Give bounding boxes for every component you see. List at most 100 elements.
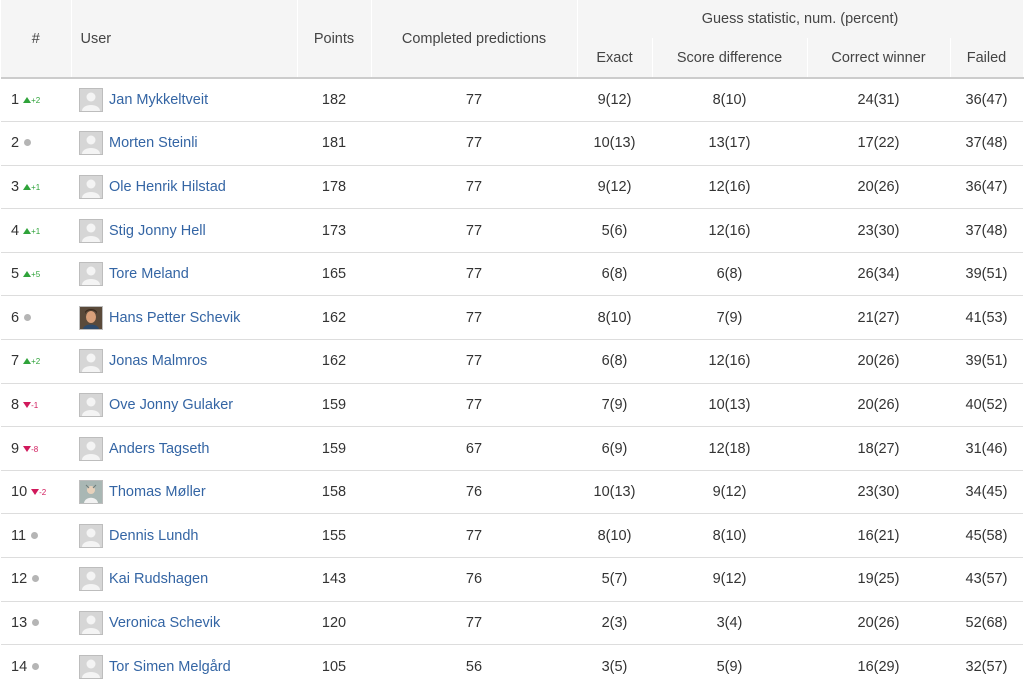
failed-cell: 41(53) — [950, 295, 1023, 340]
exact-cell: 6(8) — [577, 251, 652, 296]
table-row: 2 Morten Steinli 181 77 10(13) 13(17) 17(22) 37… — [1, 121, 1023, 166]
score-difference-cell: 9(12) — [652, 469, 807, 514]
user-link[interactable]: Morten Steinli — [109, 135, 198, 152]
user-link[interactable]: Tore Meland — [109, 266, 189, 283]
failed-cell: 37(48) — [950, 208, 1023, 253]
header-correct-winner[interactable]: Correct winner — [807, 38, 951, 78]
no-change-icon — [32, 618, 40, 626]
completed-cell: 77 — [371, 164, 577, 209]
user-link[interactable]: Thomas Møller — [109, 484, 206, 501]
avatar[interactable] — [79, 436, 103, 461]
rank-cell: 1 +2 — [1, 77, 71, 122]
correct-winner-cell: 19(25) — [807, 557, 950, 602]
correct-winner-cell: 23(30) — [807, 469, 950, 514]
trend-up-icon — [23, 227, 32, 234]
header-completed-predictions[interactable]: Completed predictions — [371, 0, 578, 78]
failed-cell: 39(51) — [950, 251, 1023, 296]
user-cell: Anders Tagseth — [71, 426, 297, 471]
user-link[interactable]: Veronica Schevik — [109, 614, 221, 631]
completed-cell: 76 — [371, 469, 577, 514]
avatar[interactable] — [79, 174, 103, 199]
user-link[interactable]: Hans Petter Schevik — [109, 309, 241, 326]
completed-cell: 67 — [371, 426, 577, 471]
correct-winner-cell: 20(26) — [807, 600, 950, 645]
points-cell: 182 — [297, 77, 371, 122]
correct-winner-cell: 23(30) — [807, 208, 950, 253]
correct-winner-cell: 20(26) — [807, 382, 950, 427]
header-user[interactable]: User — [71, 0, 298, 78]
exact-cell: 6(8) — [577, 339, 652, 384]
score-difference-cell: 6(8) — [652, 251, 807, 296]
user-cell: Tore Meland — [71, 251, 297, 296]
points-cell: 181 — [297, 121, 371, 166]
avatar[interactable] — [79, 131, 103, 156]
rank-change: -1 — [31, 400, 39, 410]
failed-cell: 45(58) — [950, 513, 1023, 558]
failed-cell: 40(52) — [950, 382, 1023, 427]
user-cell: Morten Steinli — [71, 121, 297, 166]
correct-winner-cell: 16(21) — [807, 513, 950, 558]
user-cell: Veronica Schevik — [71, 600, 297, 645]
failed-cell: 52(68) — [950, 600, 1023, 645]
failed-cell: 39(51) — [950, 339, 1023, 384]
avatar[interactable] — [79, 654, 103, 679]
header-points[interactable]: Points — [297, 0, 372, 78]
avatar[interactable] — [79, 480, 103, 505]
points-cell: 173 — [297, 208, 371, 253]
table-body: 1 +2 Jan Mykkeltveit 182 77 9(12) 8(10) 24(31) 3… — [1, 77, 1023, 689]
user-cell: Kai Rudshagen — [71, 557, 297, 602]
header-failed[interactable]: Failed — [950, 38, 1024, 78]
table-row: 4 +1 Stig Jonny Hell 173 77 5(6) 12(16) 23(30) 3… — [1, 208, 1023, 253]
header-rank[interactable]: # — [1, 0, 72, 78]
trend-down-icon — [23, 445, 32, 452]
rank-cell: 12 — [1, 557, 71, 602]
rank-number: 4 — [11, 222, 20, 239]
user-link[interactable]: Stig Jonny Hell — [109, 222, 206, 239]
avatar[interactable] — [79, 349, 103, 374]
avatar[interactable] — [79, 523, 103, 548]
user-cell: Jan Mykkeltveit — [71, 77, 297, 122]
header-score-difference[interactable]: Score difference — [652, 38, 808, 78]
rank-cell: 9 -8 — [1, 426, 71, 471]
rank-cell: 2 — [1, 121, 71, 166]
table-row: 12 Kai Rudshagen 143 76 5(7) 9(12) 19(25) 43(57… — [1, 557, 1023, 602]
avatar[interactable] — [79, 218, 103, 243]
user-link[interactable]: Anders Tagseth — [109, 440, 210, 457]
avatar[interactable] — [79, 610, 103, 635]
rank-number: 3 — [11, 178, 20, 195]
table-row: 11 Dennis Lundh 155 77 8(10) 8(10) 16(21) 45(58… — [1, 513, 1023, 558]
rank-number: 14 — [11, 658, 28, 675]
user-link[interactable]: Tor Simen Melgård — [109, 658, 231, 675]
rank-number: 7 — [11, 353, 20, 370]
rank-cell: 5 +5 — [1, 251, 71, 296]
completed-cell: 77 — [371, 295, 577, 340]
user-link[interactable]: Ove Jonny Gulaker — [109, 396, 234, 413]
exact-cell: 8(10) — [577, 513, 652, 558]
user-link[interactable]: Dennis Lundh — [109, 527, 199, 544]
exact-cell: 2(3) — [577, 600, 652, 645]
avatar[interactable] — [79, 262, 103, 287]
avatar[interactable] — [79, 88, 103, 113]
user-link[interactable]: Jonas Malmros — [109, 353, 208, 370]
avatar[interactable] — [79, 392, 103, 417]
user-cell: Stig Jonny Hell — [71, 208, 297, 253]
rank-change: -2 — [39, 488, 47, 498]
avatar[interactable] — [79, 567, 103, 592]
completed-cell: 76 — [371, 557, 577, 602]
completed-cell: 77 — [371, 208, 577, 253]
rank-number: 9 — [11, 440, 20, 457]
score-difference-cell: 12(16) — [652, 339, 807, 384]
rank-number: 11 — [11, 527, 27, 544]
avatar[interactable] — [79, 305, 103, 330]
rank-number: 6 — [11, 309, 20, 326]
score-difference-cell: 12(18) — [652, 426, 807, 471]
trend-up-icon — [23, 183, 32, 190]
trend-down-icon — [31, 489, 40, 496]
failed-cell: 32(57) — [950, 644, 1023, 689]
user-cell: Tor Simen Melgård — [71, 644, 297, 689]
user-link[interactable]: Ole Henrik Hilstad — [109, 178, 226, 195]
user-link[interactable]: Jan Mykkeltveit — [109, 92, 209, 109]
correct-winner-cell: 17(22) — [807, 121, 950, 166]
user-link[interactable]: Kai Rudshagen — [109, 571, 209, 588]
header-exact[interactable]: Exact — [577, 38, 653, 78]
